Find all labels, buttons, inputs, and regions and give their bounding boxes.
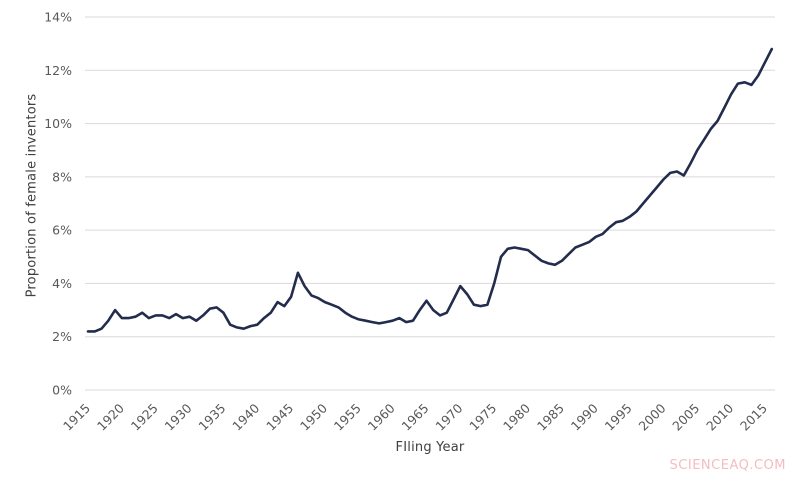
x-tick-label: 2000 [635,400,668,433]
x-tick-label: 1985 [534,401,567,434]
x-tick-label: 1990 [568,400,601,433]
y-tick-label: 0% [52,383,72,398]
x-tick-label: 2015 [737,401,770,434]
y-tick-label: 8% [52,169,72,184]
y-axis-title: Proportion of female inventors [24,93,40,297]
y-tick-label: 6% [52,223,72,238]
y-tick-label: 10% [44,116,72,131]
x-tick-label: 2010 [703,400,736,433]
x-tick-label: 1980 [500,400,533,433]
y-axis-tick-labels: 0% 2% 4% 6% 8% 10% 12% 14% [44,10,72,398]
x-axis-tick-labels: 1915 1920 1925 1930 1935 1940 1945 1950 1955 1960… [60,400,770,433]
watermark-text: SCIENCEAQ.COM [669,458,786,473]
y-tick-label: 14% [44,10,72,25]
x-tick-label: 1920 [94,400,127,433]
x-tick-label: 1945 [263,401,296,434]
x-tick-label: 1965 [399,401,432,434]
x-tick-label: 1955 [331,401,364,434]
x-axis-title: FIling Year [395,440,465,455]
y-tick-label: 4% [52,276,72,291]
y-tick-label: 2% [52,329,72,344]
gridlines [85,16,775,391]
x-tick-label: 1975 [466,401,499,434]
x-tick-label: 1940 [229,400,262,433]
x-tick-label: 1970 [432,400,465,433]
x-tick-label: 1995 [602,401,635,434]
x-tick-label: 1915 [60,401,93,434]
x-tick-label: 1935 [195,401,228,434]
x-tick-label: 1930 [162,400,195,433]
y-axis-title-container: Proportion of female inventors [24,0,40,390]
female-inventors-line-series [86,47,774,333]
y-tick-label: 12% [44,63,72,78]
x-tick-label: 1950 [297,400,330,433]
x-tick-label: 2005 [669,401,702,434]
x-tick-label: 1925 [128,401,161,434]
x-tick-label: 1960 [365,400,398,433]
